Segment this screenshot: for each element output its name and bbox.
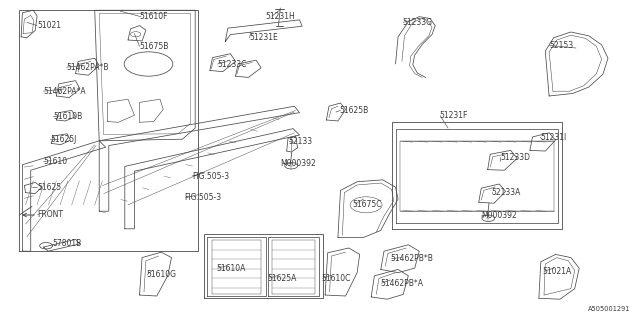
Text: 51610: 51610: [44, 157, 68, 166]
Text: 51233G: 51233G: [402, 18, 432, 27]
Text: 51462PA*A: 51462PA*A: [44, 87, 86, 96]
Text: 51462PB*A: 51462PB*A: [380, 279, 423, 288]
Text: 51610F: 51610F: [140, 12, 168, 21]
Text: 51233D: 51233D: [500, 153, 531, 162]
Text: 51610C: 51610C: [321, 274, 351, 283]
Text: 51462PA*B: 51462PA*B: [67, 63, 109, 72]
Text: FRONT: FRONT: [37, 210, 63, 219]
Text: 51625A: 51625A: [268, 274, 297, 283]
Text: 51675B: 51675B: [140, 42, 169, 51]
Text: 51675C: 51675C: [353, 200, 382, 209]
Text: 51462PB*B: 51462PB*B: [390, 254, 433, 263]
Text: 51610G: 51610G: [146, 270, 176, 279]
Text: 51625J: 51625J: [50, 135, 76, 144]
Text: 51610B: 51610B: [53, 112, 83, 121]
Text: 51610A: 51610A: [216, 264, 246, 273]
Text: 52133A: 52133A: [492, 188, 521, 197]
Text: 51233C: 51233C: [218, 60, 247, 68]
Text: M000392: M000392: [481, 212, 517, 220]
Text: 51231E: 51231E: [250, 33, 278, 42]
Text: 57801B: 57801B: [52, 239, 82, 248]
Text: FIG.505-3: FIG.505-3: [192, 172, 229, 180]
Text: FIG.505-3: FIG.505-3: [184, 193, 221, 202]
Text: 51231I: 51231I: [540, 133, 566, 142]
Text: 51231H: 51231H: [266, 12, 295, 20]
Text: M000392: M000392: [280, 159, 316, 168]
Text: 51021A: 51021A: [543, 267, 572, 276]
Text: 51625B: 51625B: [339, 106, 369, 115]
Text: 51021: 51021: [37, 21, 61, 30]
Text: A505001291: A505001291: [588, 306, 630, 312]
Text: 51625: 51625: [37, 183, 61, 192]
Text: 52133: 52133: [288, 137, 312, 146]
Text: 51231F: 51231F: [439, 111, 467, 120]
Text: 52153: 52153: [549, 41, 573, 50]
